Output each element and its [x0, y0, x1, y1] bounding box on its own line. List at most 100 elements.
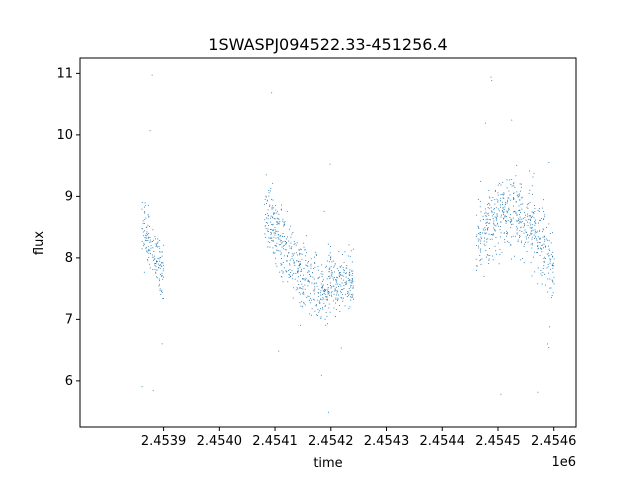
data-point — [312, 298, 314, 300]
data-point — [500, 206, 501, 208]
data-point — [528, 237, 530, 239]
data-point — [279, 244, 281, 245]
data-point — [288, 277, 290, 278]
data-point — [145, 226, 147, 228]
data-point — [550, 258, 552, 260]
data-point — [305, 235, 307, 237]
data-point — [480, 264, 482, 265]
data-point — [297, 288, 299, 290]
data-point — [346, 265, 348, 266]
data-point — [508, 207, 510, 209]
data-point — [154, 265, 156, 267]
data-point — [539, 220, 541, 222]
data-point — [298, 261, 300, 262]
data-point — [271, 237, 273, 239]
data-point — [513, 192, 515, 194]
x-axis-ticks: 2.4539 2.4540 2.4541 2.4542 2.4543 2.4544 2.45… — [141, 427, 576, 449]
data-point — [336, 276, 337, 278]
data-point — [310, 258, 312, 260]
data-point — [329, 277, 331, 279]
data-point — [300, 293, 302, 295]
data-point — [507, 220, 509, 221]
data-point — [326, 260, 328, 262]
data-point — [328, 291, 329, 292]
data-point — [341, 289, 343, 290]
data-point — [335, 280, 337, 282]
data-point — [318, 292, 319, 294]
data-point — [552, 265, 554, 266]
data-point — [304, 279, 306, 281]
data-point — [160, 264, 161, 266]
data-point — [542, 207, 543, 209]
data-point — [502, 197, 504, 199]
data-point — [309, 302, 311, 304]
data-point — [285, 249, 287, 251]
data-point — [506, 179, 508, 181]
data-point — [479, 255, 481, 256]
data-point — [496, 213, 498, 215]
data-point — [326, 299, 328, 301]
data-point — [345, 283, 347, 285]
data-point — [339, 272, 340, 273]
data-point — [531, 238, 533, 240]
data-point — [547, 266, 549, 268]
data-point — [488, 223, 490, 224]
data-point — [274, 231, 276, 233]
data-point — [325, 324, 327, 326]
data-point — [150, 247, 152, 249]
data-point — [317, 315, 318, 316]
data-point — [530, 220, 531, 221]
data-point — [494, 224, 496, 226]
data-point — [515, 175, 517, 177]
data-point — [336, 294, 337, 296]
data-point — [526, 206, 528, 208]
data-point — [502, 207, 504, 209]
data-point — [297, 280, 299, 282]
data-point — [313, 278, 315, 280]
data-point — [503, 217, 505, 219]
data-point — [142, 222, 144, 224]
data-point — [291, 246, 293, 248]
data-point — [484, 245, 486, 246]
data-point — [146, 240, 148, 242]
data-point — [321, 276, 323, 278]
data-point — [543, 243, 545, 245]
data-point — [303, 246, 305, 248]
data-point — [514, 211, 516, 213]
data-point — [537, 236, 539, 238]
data-point — [324, 304, 326, 306]
data-point — [491, 200, 493, 201]
data-point — [154, 263, 156, 265]
data-point — [539, 254, 541, 256]
data-point — [493, 223, 495, 225]
data-point — [282, 272, 284, 274]
data-point — [521, 231, 523, 232]
data-point — [272, 240, 274, 242]
data-point — [323, 291, 325, 293]
data-point — [485, 211, 487, 213]
data-point — [342, 275, 344, 277]
data-point — [331, 261, 333, 263]
data-point — [519, 199, 521, 201]
data-point — [508, 179, 510, 181]
data-point — [540, 247, 541, 249]
data-point — [506, 230, 508, 232]
data-point — [289, 263, 290, 265]
data-point — [281, 270, 283, 272]
y-tick-label: 9 — [65, 189, 73, 204]
data-point — [270, 187, 272, 189]
data-point — [276, 242, 278, 244]
data-point — [520, 204, 522, 205]
data-point — [516, 220, 518, 222]
data-point — [285, 271, 287, 273]
data-point — [330, 274, 332, 276]
data-point — [264, 233, 266, 235]
data-point — [531, 224, 533, 225]
data-point — [270, 234, 272, 236]
data-point — [492, 234, 494, 236]
data-point — [300, 249, 302, 250]
data-point — [537, 247, 539, 249]
data-point — [487, 227, 489, 229]
data-point — [269, 246, 271, 248]
data-point — [530, 230, 532, 232]
